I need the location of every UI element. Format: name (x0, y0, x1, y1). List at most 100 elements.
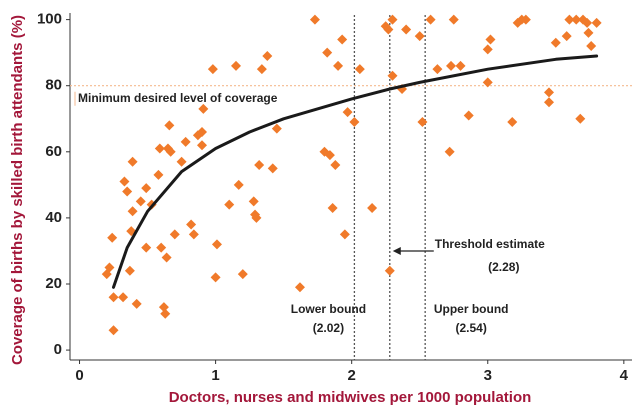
data-point (224, 199, 235, 210)
data-point (586, 41, 597, 52)
data-point (207, 64, 218, 75)
data-point (127, 206, 138, 217)
data-point (591, 17, 602, 28)
data-point (231, 60, 242, 71)
x-tick-label: 4 (620, 367, 629, 384)
data-point (169, 229, 180, 240)
y-tick-label: 20 (45, 275, 62, 292)
data-point (104, 262, 115, 273)
data-point (254, 160, 265, 171)
data-point (271, 123, 282, 134)
data-point (161, 252, 172, 263)
data-point (251, 212, 262, 223)
y-tick-label: 40 (45, 209, 62, 226)
data-point (337, 34, 348, 45)
x-axis-title: Doctors, nurses and midwives per 1000 po… (169, 389, 532, 406)
data-point (156, 242, 167, 253)
x-tick-label: 2 (348, 367, 356, 384)
data-point (122, 186, 133, 197)
data-point (262, 50, 273, 61)
estimate-value: (2.28) (488, 260, 519, 274)
data-point (135, 196, 146, 207)
data-point (417, 117, 428, 128)
data-point (507, 117, 518, 128)
data-point (158, 302, 169, 313)
data-point (124, 265, 135, 276)
bound-value: (2.02) (313, 321, 344, 335)
data-point (387, 14, 398, 25)
arrow-head (392, 247, 401, 255)
x-tick-label: 3 (484, 367, 492, 384)
data-point (176, 156, 187, 167)
data-point (455, 60, 466, 71)
data-point (119, 176, 130, 187)
data-point (354, 64, 365, 75)
data-point (196, 126, 207, 137)
data-point (180, 136, 191, 147)
y-tick-label: 80 (45, 77, 62, 94)
data-point (188, 229, 199, 240)
data-point (446, 60, 457, 71)
data-point (165, 146, 176, 157)
data-point (108, 292, 119, 303)
data-point (267, 163, 278, 174)
data-point (387, 70, 398, 81)
y-tick-label: 60 (45, 143, 62, 160)
bound-value: (2.54) (455, 321, 486, 335)
data-point (575, 113, 586, 124)
data-point (324, 150, 335, 161)
data-point (444, 146, 455, 157)
data-point (108, 325, 119, 336)
data-point (164, 120, 175, 131)
data-point (141, 242, 152, 253)
x-tick-label: 0 (75, 367, 83, 384)
estimate-name: Threshold estimate (435, 237, 545, 251)
data-point (448, 14, 459, 25)
data-point (330, 160, 341, 171)
data-point (327, 202, 338, 213)
data-point (367, 202, 378, 213)
data-point (127, 156, 138, 167)
data-point (294, 282, 305, 293)
data-point (160, 308, 171, 319)
data-point (425, 14, 436, 25)
data-point (339, 229, 350, 240)
data-point (383, 24, 394, 35)
y-axis-title: Coverage of births by skilled birth atte… (9, 15, 26, 365)
y-tick-label: 100 (37, 11, 62, 28)
threshold-label: Minimum desired level of coverage (78, 91, 278, 105)
data-point (196, 140, 207, 151)
data-point (322, 47, 333, 58)
data-point (349, 117, 360, 128)
data-point (256, 64, 267, 75)
data-point (153, 169, 164, 180)
data-point (583, 27, 594, 38)
data-point (561, 31, 572, 42)
data-point (520, 14, 531, 25)
data-point (571, 14, 582, 25)
data-point (543, 87, 554, 98)
x-tick-label: 1 (211, 367, 219, 384)
data-point (210, 272, 221, 283)
data-point (463, 110, 474, 121)
data-point (141, 183, 152, 194)
data-point (309, 14, 320, 25)
data-point (237, 269, 248, 280)
data-point (485, 34, 496, 45)
data-point (401, 24, 412, 35)
data-point (131, 298, 142, 309)
data-point (582, 17, 593, 28)
fit-curve (112, 54, 599, 289)
data-point (233, 179, 244, 190)
data-point (211, 239, 222, 250)
data-point (543, 97, 554, 108)
y-tick-label: 0 (54, 341, 62, 358)
data-point (186, 219, 197, 230)
data-point (414, 31, 425, 42)
data-point (550, 37, 561, 48)
data-point (198, 103, 209, 114)
data-point (107, 232, 118, 243)
bound-name: Upper bound (434, 302, 509, 316)
data-point (118, 292, 129, 303)
